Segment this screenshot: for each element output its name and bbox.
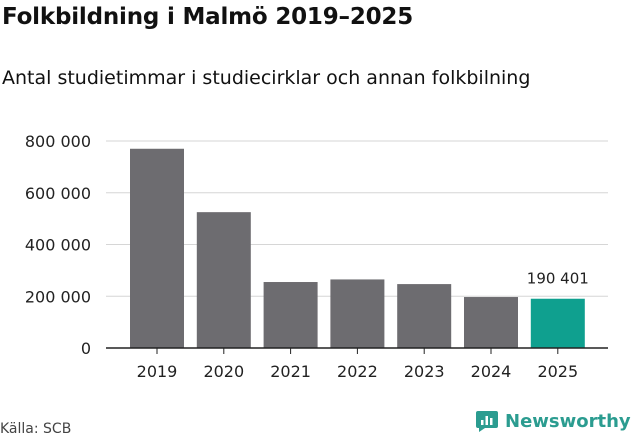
bar: [464, 297, 518, 348]
y-tick-label: 400 000: [25, 236, 91, 255]
bar: [397, 284, 452, 348]
bar: [130, 148, 184, 348]
newsworthy-logo-icon: [476, 411, 498, 432]
y-tick-label: 800 000: [25, 132, 91, 151]
chart-title: Folkbildning i Malmö 2019–2025: [2, 4, 414, 30]
bar: [263, 282, 318, 348]
x-tick-label: 2022: [337, 362, 378, 381]
bar: [530, 298, 585, 348]
x-tick-label: 2023: [404, 362, 445, 381]
x-tick-label: 2020: [203, 362, 244, 381]
x-tick-label: 2019: [137, 362, 178, 381]
data-label: 190 401: [527, 270, 589, 288]
chart-subtitle: Antal studietimmar i studiecirklar och a…: [2, 67, 531, 89]
y-tick-label: 0: [81, 339, 91, 358]
y-tick-label: 200 000: [25, 287, 91, 306]
bar: [330, 279, 385, 348]
x-tick-label: 2021: [270, 362, 311, 381]
bar: [196, 212, 251, 348]
brand-name: Newsworthy: [505, 410, 631, 432]
y-tick-label: 600 000: [25, 184, 91, 203]
x-tick-label: 2024: [471, 362, 512, 381]
x-tick-label: 2025: [537, 362, 578, 381]
newsworthy-logo: Newsworthy: [475, 409, 631, 433]
source-label: Källa: SCB: [0, 421, 72, 437]
